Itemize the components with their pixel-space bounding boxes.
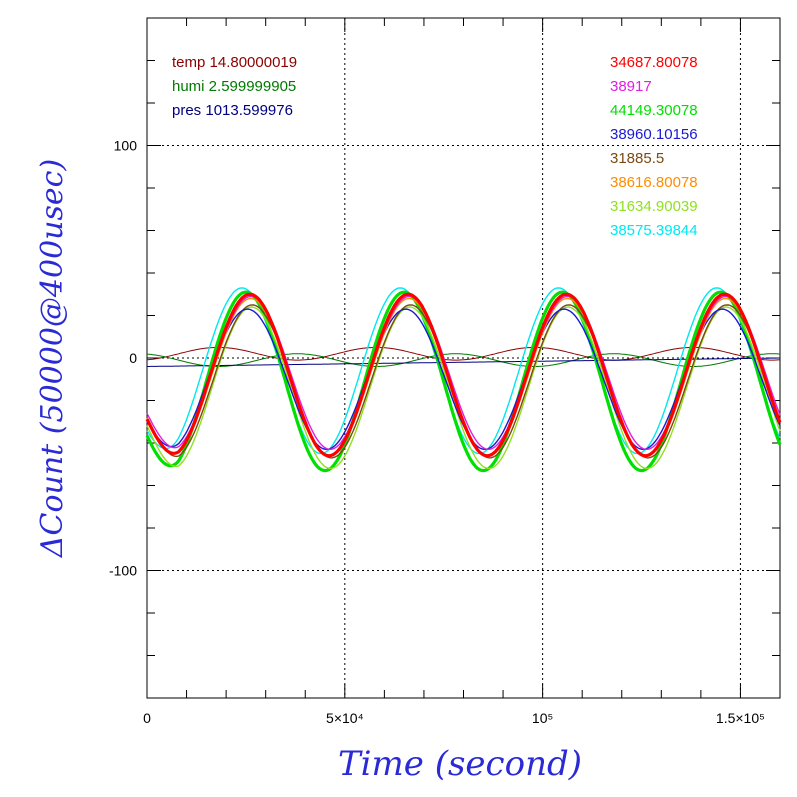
tick-labels: 0 5×10⁴ 10⁵ 1.5×10⁵ -100 0 100	[109, 138, 765, 727]
series-layer	[145, 287, 782, 473]
x-tick-label-1: 5×10⁴	[326, 710, 364, 726]
legend-right-1: 38917	[610, 78, 652, 95]
y-tick-label-0: -100	[109, 563, 137, 579]
y-axis-title: ΔCount (50000@400usec)	[35, 159, 70, 558]
x-tick-label-2: 10⁵	[532, 710, 553, 726]
legend-right-2: 44149.30078	[610, 102, 698, 119]
legend-left-1: humi 2.599999905	[172, 78, 296, 95]
legend-right-7: 38575.39844	[610, 222, 698, 239]
legend-right-3: 38960.10156	[610, 126, 698, 143]
env-series-1	[146, 353, 781, 367]
axis-ticks	[146, 17, 781, 699]
x-tick-label-0: 0	[143, 710, 151, 726]
legend-left-0: temp 14.80000019	[172, 54, 297, 71]
grid-lines	[147, 18, 780, 698]
env-series-2	[147, 357, 780, 367]
env-series-0	[146, 346, 781, 361]
y-tick-label-1: 0	[129, 350, 137, 366]
legend-right-4: 31885.5	[610, 150, 664, 167]
legend-left-2: pres 1013.599976	[172, 102, 293, 119]
x-axis-title: Time (second)	[338, 744, 582, 784]
y-tick-label-2: 100	[114, 138, 138, 154]
legend-right-5: 38616.80078	[610, 174, 698, 191]
legend: temp 14.80000019 humi 2.599999905 pres 101…	[172, 54, 698, 239]
legend-right-6: 31634.90039	[610, 198, 698, 215]
x-tick-label-3: 1.5×10⁵	[716, 710, 765, 726]
legend-right-0: 34687.80078	[610, 54, 698, 71]
series-line-6	[146, 306, 781, 470]
series-line-0	[145, 292, 782, 458]
